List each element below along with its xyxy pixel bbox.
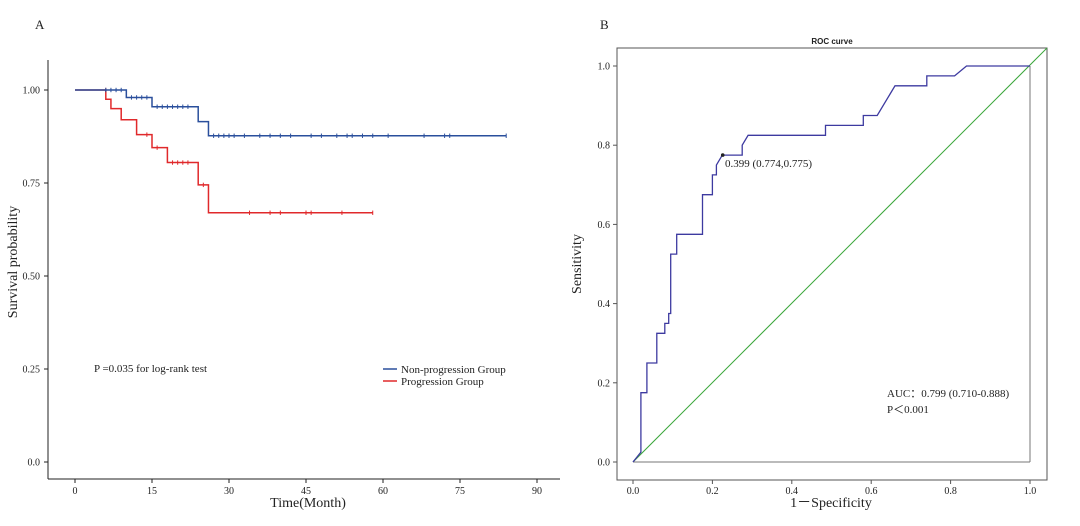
km-legend: Non-progression Group Progression Group <box>383 364 506 388</box>
km-y-tick-label: 1.00 <box>23 86 41 97</box>
roc-y-tick-label: 0.4 <box>598 299 611 310</box>
roc-y-axis-title: Sensitivity <box>570 234 585 294</box>
roc-cutoff-label: 0.399 (0.774,0.775) <box>725 158 812 170</box>
roc-x-tick-label: 0.4 <box>786 486 799 497</box>
km-x-ticks: 0 15 30 45 60 75 90 <box>73 479 542 497</box>
roc-y-tick-label: 0.8 <box>598 141 611 152</box>
roc-x-axis-title: 1－Specificity <box>790 496 872 511</box>
roc-plot: ROC curve 0.0 0.2 0.4 0.6 0.8 1.0 0.00.20.40.… <box>570 37 1048 511</box>
km-y-axis-title: Survival probability <box>6 206 21 318</box>
roc-p-text: P＜0.001 <box>887 404 929 416</box>
roc-auc-text: AUC：0.799 (0.710-0.888) <box>887 388 1010 400</box>
roc-cutoff-point <box>720 153 725 157</box>
km-curve-progression <box>75 89 373 214</box>
roc-x-tick-label: 0.2 <box>706 486 719 497</box>
roc-x-tick-label: 0.0 <box>627 486 640 497</box>
km-x-tick-label: 0 <box>73 486 78 497</box>
roc-y-ticks: 0.0 0.2 0.4 0.6 0.8 1.0 <box>598 62 617 469</box>
roc-y-tick-label: 0.6 <box>598 220 611 231</box>
roc-y-tick-label: 0.2 <box>598 378 611 389</box>
km-y-tick-label: 0.50 <box>23 272 41 283</box>
roc-frame <box>616 47 1048 481</box>
km-x-tick-label: 15 <box>147 486 157 497</box>
km-y-tick-label: 0.75 <box>23 179 41 190</box>
km-y-tick-label: 0.25 <box>23 365 41 376</box>
roc-x-tick-label: 1.0 <box>1024 486 1037 497</box>
km-x-tick-label: 60 <box>378 486 388 497</box>
roc-y-tick-label: 0.0 <box>598 458 611 469</box>
roc-x-tick-label: 0.8 <box>944 486 957 497</box>
km-series <box>75 87 507 215</box>
roc-x-ticks: 0.0 0.2 0.4 0.6 0.8 1.0 <box>627 480 1037 497</box>
roc-title: ROC curve <box>811 37 853 46</box>
legend-label-nonprogression: Non-progression Group <box>401 364 506 376</box>
panel-a-label: A <box>35 17 45 32</box>
roc-series <box>632 47 1048 463</box>
km-x-tick-label: 75 <box>455 486 465 497</box>
km-y-ticks: 0.0 0.25 0.50 0.75 1.00 <box>23 86 48 469</box>
legend-label-progression: Progression Group <box>401 376 484 388</box>
roc-curve <box>632 65 1030 463</box>
km-x-axis-title: Time(Month) <box>270 496 346 511</box>
roc-y-tick-label: 1.0 <box>598 62 611 73</box>
km-x-tick-label: 90 <box>532 486 542 497</box>
km-annotation: P =0.035 for log-rank test <box>94 363 207 375</box>
panel-b-label: B <box>600 17 609 32</box>
km-plot: 0 15 30 45 60 75 90 0.0 0.25 0.50 0.75 1.00 P =0.0… <box>6 60 560 511</box>
km-y-tick-label: 0.0 <box>28 458 41 469</box>
km-x-tick-label: 30 <box>224 486 234 497</box>
km-curve-nonprogression <box>75 89 507 137</box>
km-x-tick-label: 45 <box>301 486 311 497</box>
roc-x-tick-label: 0.6 <box>865 486 878 497</box>
roc-reference-line <box>632 47 1048 463</box>
